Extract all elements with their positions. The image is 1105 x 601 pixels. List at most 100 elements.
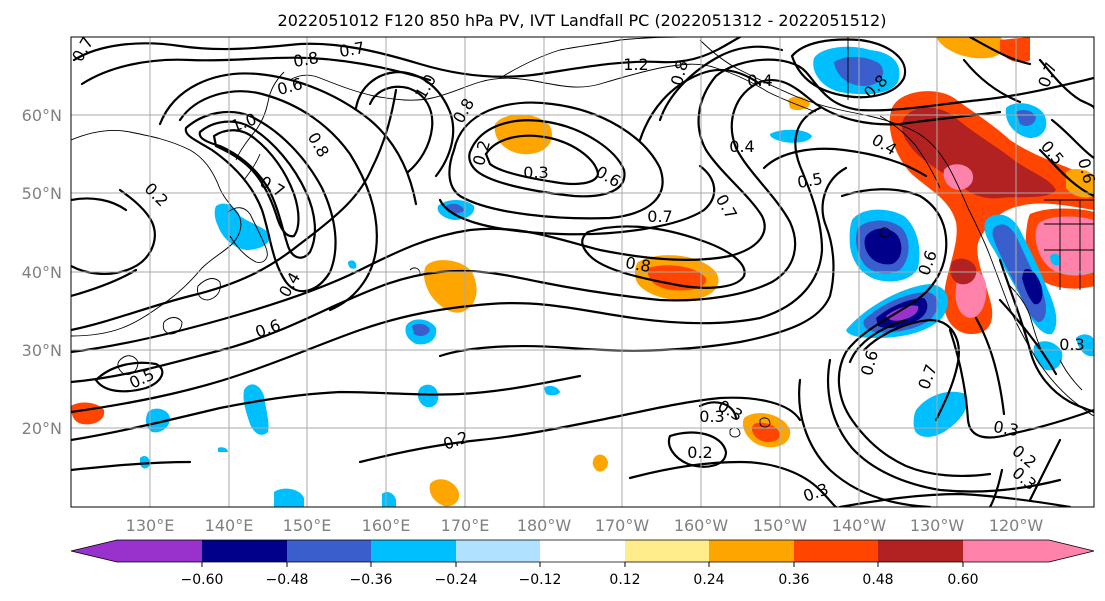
coastlines	[71, 37, 1094, 438]
contour-label: 0.7	[647, 207, 672, 226]
coastline	[879, 115, 941, 189]
coastline	[499, 37, 681, 79]
positive-anomaly	[1035, 216, 1094, 276]
graticule	[71, 37, 1094, 507]
contour-line	[468, 119, 626, 198]
coastline	[1009, 285, 1045, 357]
negative-anomaly	[864, 228, 902, 265]
negative-anomaly	[218, 447, 228, 452]
positive-anomaly	[1066, 169, 1094, 198]
contour-line	[158, 72, 418, 206]
map-frame	[70, 36, 1095, 508]
contour-line	[71, 58, 1094, 354]
colorbar-segment	[117, 540, 202, 562]
contour-line	[638, 68, 762, 142]
colorbar-tick-label: 0.48	[862, 572, 893, 588]
contour-line	[837, 188, 992, 478]
contour-line	[1038, 58, 1094, 110]
contour-line	[484, 134, 600, 185]
coastline	[243, 153, 261, 181]
positive-anomaly	[936, 37, 1005, 59]
lat-label: 50°N	[22, 184, 62, 203]
contour-line	[71, 374, 582, 442]
colorbar-extend-high	[1049, 540, 1094, 562]
coastline	[71, 129, 242, 337]
colorbar: −0.60 −0.48 −0.36 −0.24 −0.12 0.12 0.24 …	[70, 539, 1095, 588]
contour-line	[790, 38, 907, 99]
negative-anomaly	[412, 323, 430, 337]
contour-line	[698, 401, 738, 420]
colorbar-segment	[963, 540, 1049, 562]
lat-label: 40°N	[22, 263, 62, 282]
contour-label: 1.2	[623, 55, 648, 74]
contour-label: 0.5	[796, 169, 824, 192]
lon-label: 180°W	[517, 516, 572, 535]
coastline	[759, 417, 771, 428]
contour-line	[762, 147, 928, 178]
contour-line	[358, 396, 802, 464]
contour-line	[72, 37, 742, 78]
contour-line	[354, 70, 455, 178]
contour-line	[962, 58, 1022, 104]
pv-contours	[71, 37, 1094, 507]
contour-line	[798, 378, 932, 507]
colorbar-outline	[70, 539, 1095, 563]
contour-line	[948, 328, 1094, 439]
colorbar-tick-label: −0.12	[519, 572, 562, 588]
contour-line	[1028, 438, 1062, 502]
lon-label: 170°W	[595, 516, 650, 535]
contour-line	[628, 460, 838, 507]
positive-anomaly	[494, 114, 552, 155]
contour-line	[658, 45, 784, 122]
positive-anomaly	[592, 454, 608, 472]
contour-line	[968, 37, 1032, 66]
lon-label: 140°E	[205, 516, 254, 535]
coastline	[117, 355, 139, 375]
contour-line	[998, 298, 1058, 376]
colorbar-segment	[371, 540, 456, 562]
contour-label: 0.8	[292, 48, 320, 71]
negative-anomaly	[145, 408, 170, 433]
contour-label: 0.3	[699, 407, 724, 426]
colorbar-tick-label: −0.48	[266, 572, 309, 588]
negative-anomaly	[544, 385, 560, 396]
contour-line	[71, 268, 138, 298]
lon-label: 150°E	[283, 516, 332, 535]
colorbar-segment	[456, 540, 540, 562]
lon-label: 120°W	[989, 516, 1044, 535]
lat-label: 30°N	[22, 341, 62, 360]
colorbar-ticks	[201, 562, 964, 567]
contour-line	[184, 110, 337, 293]
colorbar-segment	[202, 540, 287, 562]
negative-anomaly	[1076, 334, 1094, 357]
negative-anomaly	[417, 384, 439, 408]
contour-line	[826, 358, 1062, 493]
contour-label: 0.4	[747, 71, 772, 90]
colorbar-tick-label: −0.36	[350, 572, 393, 588]
coastline	[967, 207, 1094, 417]
negative-anomaly	[140, 456, 150, 469]
contour-line	[71, 88, 398, 332]
contour-line	[438, 166, 848, 358]
contour-line	[80, 56, 432, 86]
contour-line	[862, 318, 960, 422]
colorbar-extend-low	[71, 540, 117, 562]
map-panel: 0.7 0.8 0.7 0.6 1.0 0.8 1.2 0.8 0.4 0.8 …	[22, 33, 1099, 535]
coastline	[197, 278, 221, 301]
negative-anomaly	[1022, 268, 1043, 305]
coastline	[409, 267, 421, 275]
negative-anomaly	[348, 260, 357, 269]
contour-label: 0.7	[338, 38, 366, 61]
longitude-labels: 130°E 140°E 150°E 160°E 170°E 180°W 170°…	[126, 516, 1044, 535]
lon-label: 160°E	[362, 516, 411, 535]
positive-anomaly	[429, 479, 460, 507]
negative-anomaly	[274, 488, 304, 507]
negative-anomaly	[1016, 110, 1036, 126]
contour-line	[71, 79, 1002, 384]
lon-label: 150°W	[753, 516, 808, 535]
contour-line	[71, 460, 192, 472]
lon-label: 130°E	[126, 516, 175, 535]
coastline	[162, 317, 183, 335]
coastline	[1059, 359, 1083, 391]
lon-label: 140°W	[832, 516, 887, 535]
